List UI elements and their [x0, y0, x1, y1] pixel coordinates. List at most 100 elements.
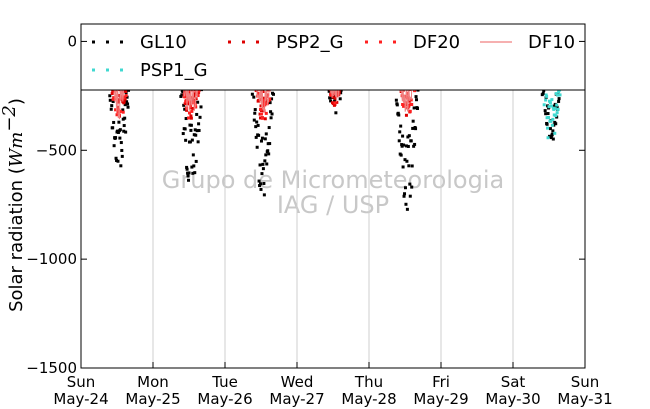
point-df20	[111, 97, 115, 101]
x-tick-label-day: Fri	[432, 373, 450, 391]
x-tick-label-day: Sun	[571, 373, 600, 391]
point-gl10	[259, 182, 263, 186]
point-gl10	[125, 100, 129, 104]
point-gl10	[409, 139, 413, 143]
point-df20	[187, 89, 191, 93]
point-gl10	[195, 112, 199, 116]
y-axis-label: Solar radiation (Wm−2)	[0, 98, 27, 312]
point-psp1-g	[550, 123, 554, 127]
point-gl10	[412, 144, 416, 148]
y-axis-label-prefix: Solar radiation (	[6, 167, 27, 312]
point-gl10	[252, 95, 256, 99]
point-psp1-g	[553, 107, 557, 111]
point-psp1-g	[556, 107, 560, 111]
legend-swatch	[106, 68, 109, 72]
point-gl10	[334, 111, 338, 115]
point-df20	[118, 110, 122, 114]
point-psp2-g	[183, 102, 187, 106]
point-psp1-g	[553, 131, 557, 135]
point-gl10	[411, 126, 415, 130]
point-psp1-g	[551, 117, 555, 121]
x-tick-label-day: Tue	[211, 373, 238, 391]
point-df20	[259, 108, 263, 112]
point-gl10	[193, 128, 197, 132]
point-gl10	[179, 94, 183, 98]
point-gl10	[108, 94, 112, 98]
point-gl10	[415, 98, 419, 102]
point-df20	[196, 94, 200, 98]
point-psp1-g	[549, 119, 553, 123]
x-tick-label-date: May-26	[197, 390, 252, 408]
point-gl10	[338, 97, 342, 101]
point-gl10	[554, 122, 558, 126]
point-psp1-g	[555, 103, 559, 107]
point-df20	[268, 97, 272, 101]
x-tick-label-date: May-28	[341, 390, 396, 408]
point-gl10	[414, 127, 418, 131]
watermark-line-1: Grupo de Micrometeorologia	[162, 166, 504, 194]
point-gl10	[193, 171, 197, 175]
point-gl10	[196, 100, 200, 104]
point-gl10	[264, 132, 268, 136]
point-gl10	[329, 99, 333, 103]
point-gl10	[121, 108, 125, 112]
point-gl10	[402, 143, 406, 147]
point-psp1-g	[549, 104, 553, 108]
point-gl10	[116, 159, 120, 163]
point-gl10	[546, 112, 550, 116]
point-gl10	[410, 164, 414, 168]
point-df20	[333, 101, 337, 105]
legend-entry-psp1-g: PSP1_G	[92, 60, 208, 81]
legend-label: PSP2_G	[276, 32, 344, 53]
point-gl10	[253, 111, 257, 115]
point-psp2-g	[407, 99, 411, 103]
point-gl10	[405, 159, 409, 163]
point-gl10	[180, 93, 184, 97]
point-gl10	[403, 158, 407, 162]
point-psp1-g	[556, 93, 560, 97]
point-gl10	[119, 141, 123, 145]
point-gl10	[183, 107, 187, 111]
y-axis-label-suffix: )	[6, 98, 27, 105]
point-gl10	[255, 145, 259, 149]
x-axis: SunMay-24MonMay-25TueMay-26WedMay-27ThuM…	[53, 362, 613, 408]
point-df20	[112, 96, 116, 100]
point-psp2-g	[191, 106, 195, 110]
x-tick-label-date: May-24	[53, 390, 108, 408]
point-gl10	[191, 153, 195, 157]
x-tick-label-day: Wed	[281, 373, 314, 391]
y-axis: 0 −500 −1000 −1500	[26, 32, 585, 377]
point-psp1-g	[547, 105, 551, 109]
point-psp1-g	[545, 94, 549, 98]
point-gl10	[255, 120, 259, 124]
point-gl10	[114, 136, 118, 140]
point-gl10	[544, 112, 548, 116]
x-tick-label-day: Sat	[501, 373, 526, 391]
point-df20	[329, 93, 333, 97]
point-gl10	[403, 192, 407, 196]
point-gl10	[260, 172, 264, 176]
point-df20	[256, 91, 260, 95]
point-psp2-g	[185, 108, 189, 112]
point-gl10	[254, 135, 258, 139]
point-psp1-g	[558, 93, 562, 97]
point-gl10	[182, 103, 186, 107]
point-gl10	[254, 125, 258, 129]
point-gl10	[270, 97, 274, 101]
point-gl10	[551, 129, 555, 133]
point-gl10	[557, 97, 561, 101]
point-df20	[402, 104, 406, 108]
legend-swatch	[228, 40, 231, 44]
point-gl10	[197, 122, 201, 126]
point-gl10	[257, 179, 261, 183]
point-gl10	[264, 153, 268, 157]
point-gl10	[398, 130, 402, 134]
point-gl10	[414, 95, 418, 99]
point-gl10	[411, 119, 415, 123]
legend-swatch	[106, 40, 109, 44]
point-gl10	[185, 165, 189, 169]
point-df20	[124, 94, 128, 98]
point-gl10	[263, 137, 267, 141]
point-gl10	[187, 171, 191, 175]
point-gl10	[124, 130, 128, 134]
